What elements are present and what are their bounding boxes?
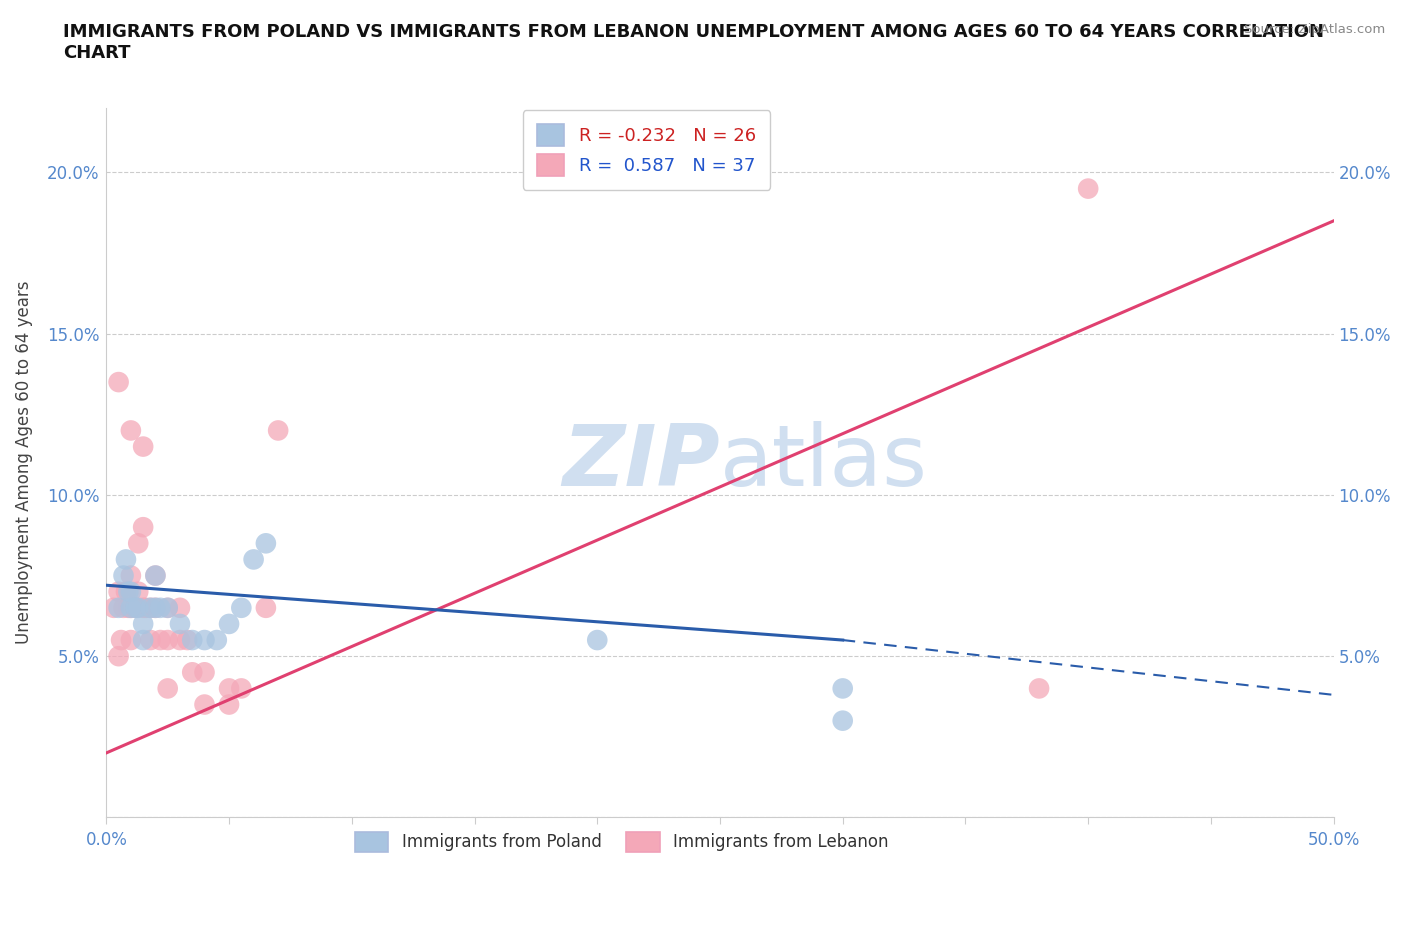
Point [132, 632, 155, 647]
Point [139, 601, 162, 616]
Point [218, 698, 240, 712]
Point [139, 632, 162, 647]
Point [139, 601, 162, 616]
Point [107, 375, 129, 390]
Point [149, 632, 172, 647]
Point [132, 617, 155, 631]
Point [218, 617, 240, 631]
Point [254, 601, 277, 616]
Point [156, 601, 179, 616]
Point [112, 568, 135, 583]
Point [112, 601, 135, 616]
Point [132, 520, 155, 535]
Point [145, 601, 167, 616]
Point [115, 552, 138, 567]
Point [242, 552, 264, 567]
Point [156, 632, 179, 647]
Point [169, 617, 191, 631]
Point [1028, 681, 1050, 696]
Point [117, 601, 139, 616]
Text: atlas: atlas [720, 421, 928, 504]
Point [132, 439, 155, 454]
Point [156, 681, 179, 696]
Point [120, 423, 142, 438]
Point [231, 601, 253, 616]
Point [831, 713, 853, 728]
Point [107, 649, 129, 664]
Point [156, 601, 179, 616]
Point [125, 601, 148, 616]
Point [127, 601, 149, 616]
Point [169, 601, 191, 616]
Point [145, 568, 167, 583]
Text: ZIP: ZIP [562, 421, 720, 504]
Point [181, 632, 204, 647]
Point [169, 632, 191, 647]
Point [107, 601, 129, 616]
Point [193, 698, 215, 712]
Point [586, 632, 609, 647]
Point [127, 536, 149, 551]
Point [127, 584, 149, 599]
Legend: Immigrants from Poland, Immigrants from Lebanon: Immigrants from Poland, Immigrants from … [349, 825, 896, 858]
Point [117, 584, 139, 599]
Point [1077, 181, 1099, 196]
Point [231, 681, 253, 696]
Text: Source: ZipAtlas.com: Source: ZipAtlas.com [1244, 23, 1385, 36]
Text: IMMIGRANTS FROM POLAND VS IMMIGRANTS FROM LEBANON UNEMPLOYMENT AMONG AGES 60 TO : IMMIGRANTS FROM POLAND VS IMMIGRANTS FRO… [63, 23, 1324, 62]
Point [115, 584, 138, 599]
Point [120, 584, 142, 599]
Point [176, 632, 198, 647]
Point [120, 601, 142, 616]
Point [831, 681, 853, 696]
Point [120, 632, 142, 647]
Point [149, 601, 172, 616]
Point [218, 681, 240, 696]
Point [145, 568, 167, 583]
Point [103, 601, 125, 616]
Point [107, 584, 129, 599]
Point [120, 601, 142, 616]
Point [181, 665, 204, 680]
Point [110, 632, 132, 647]
Point [145, 601, 167, 616]
Y-axis label: Unemployment Among Ages 60 to 64 years: Unemployment Among Ages 60 to 64 years [15, 281, 32, 644]
Point [120, 568, 142, 583]
Point [193, 632, 215, 647]
Point [125, 601, 148, 616]
Point [205, 632, 228, 647]
Point [193, 665, 215, 680]
Point [267, 423, 290, 438]
Point [132, 601, 155, 616]
Point [254, 536, 277, 551]
Point [135, 601, 157, 616]
